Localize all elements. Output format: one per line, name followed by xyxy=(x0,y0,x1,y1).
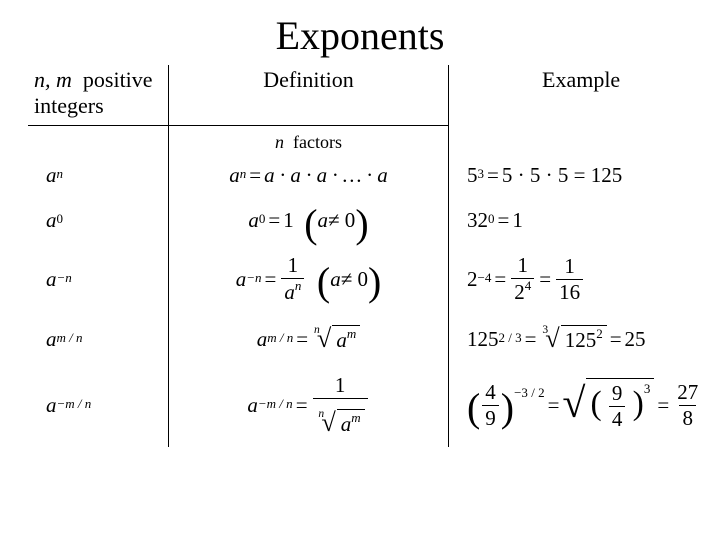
row-definition: a−m / n = 1 n √ am xyxy=(168,363,448,447)
header-nm-vars: n, m xyxy=(34,67,72,92)
page-title: Exponents xyxy=(28,12,692,59)
spacer xyxy=(28,126,168,153)
row-example: 320 = 1 xyxy=(448,198,713,243)
row-definition: a−n = 1 an (a ≠ 0) xyxy=(168,243,448,315)
header-definition: Definition xyxy=(168,65,448,126)
n-factors-label: n factors xyxy=(168,126,448,153)
row-definition: a0 = 1 (a ≠ 0) xyxy=(168,198,448,243)
exponents-page: Exponents n, m positive integers Definit… xyxy=(0,0,720,459)
row-label: a−n xyxy=(28,243,168,315)
header-nm: n, m positive integers xyxy=(28,65,168,126)
row-definition: am / n = n √ am xyxy=(168,315,448,363)
header-example: Example xyxy=(448,65,713,126)
spacer xyxy=(448,126,713,153)
row-label: a−m / n xyxy=(28,363,168,447)
row-example: 1252 / 3 = 3 √ 1252 = 25 xyxy=(448,315,713,363)
row-definition: an = a · a · a · … · a xyxy=(168,153,448,198)
row-example: 2−4 = 1 24 = 1 16 xyxy=(448,243,713,315)
row-example: 53 = 5 · 5 · 5 = 125 xyxy=(448,153,713,198)
row-label: an xyxy=(28,153,168,198)
row-label: am / n xyxy=(28,315,168,363)
row-example: ( 4 9 )−3 / 2 = √ ( 9 4 )3 xyxy=(448,363,713,447)
exponents-table: n, m positive integers Definition Exampl… xyxy=(28,65,692,447)
row-label: a0 xyxy=(28,198,168,243)
